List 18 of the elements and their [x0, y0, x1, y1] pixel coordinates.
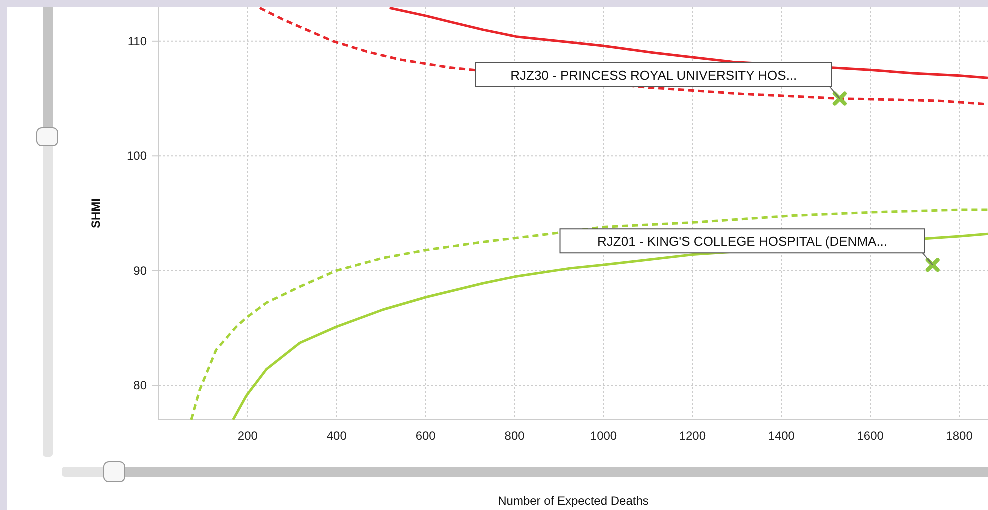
- x-axis-title: Number of Expected Deaths: [498, 494, 649, 508]
- y-tick-label: 90: [134, 264, 148, 278]
- annotation: RJZ01 - KING'S COLLEGE HOSPITAL (DENMA...: [598, 234, 888, 250]
- x-tick-label: 1400: [768, 429, 796, 443]
- annotation: RJZ30 - PRINCESS ROYAL UNIVERSITY HOS...: [510, 68, 798, 83]
- x-tick-label: 400: [326, 429, 348, 443]
- x-tick-label: 1200: [679, 429, 706, 443]
- x-tick-label: 1600: [857, 429, 884, 443]
- x-tick-label: 600: [416, 429, 436, 443]
- x-tick-label: 1800: [946, 429, 974, 443]
- y-tick-label: 100: [126, 149, 148, 164]
- y-tick-label: 80: [134, 378, 148, 393]
- x-tick-label: 200: [238, 429, 258, 443]
- y-tick-label: 110: [128, 34, 148, 48]
- x-tick-label: 800: [504, 429, 526, 443]
- x-tick-label: 1000: [590, 429, 618, 443]
- line-series: [190, 208, 988, 420]
- y-axis-title: SHMI: [89, 198, 103, 228]
